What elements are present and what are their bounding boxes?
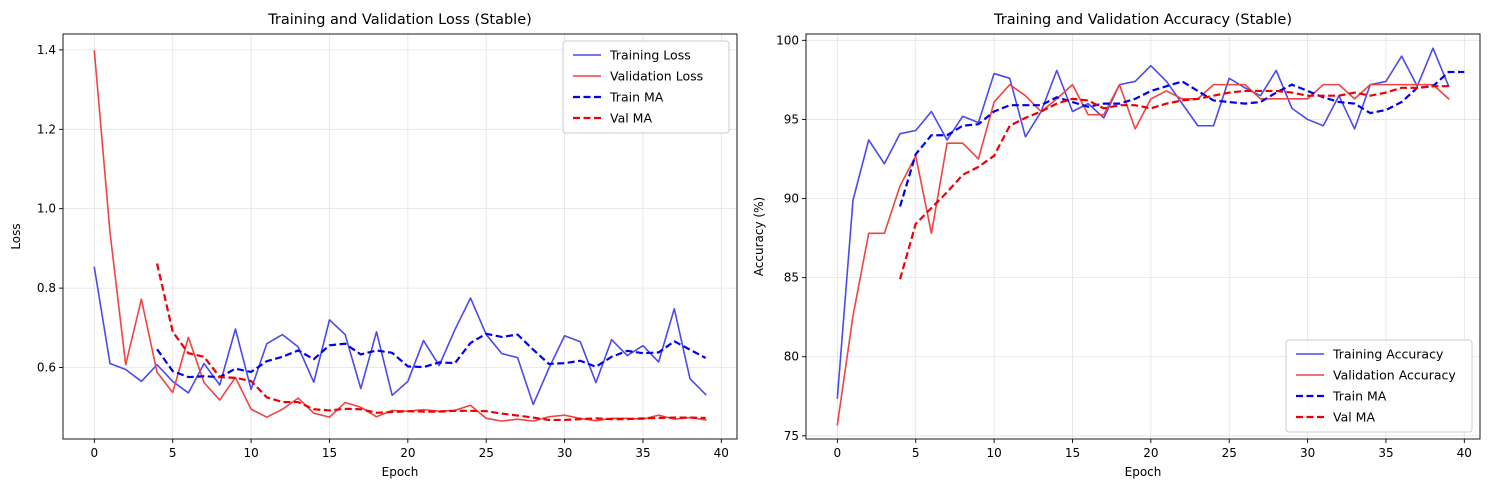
- accuracy-chart: 0 5 10 15 20 25 30 35 40 75 80 85 90 95 100 Training an…: [752, 12, 1481, 479]
- x-axis-label: Epoch: [1125, 465, 1162, 479]
- series-line-validation-accuracy: [836, 83, 1450, 426]
- legend-entry: Validation Loss: [610, 69, 703, 84]
- x-tick-label: 10: [243, 446, 258, 460]
- y-axis-label: Accuracy (%): [752, 197, 766, 276]
- x-tick-label: 20: [1143, 446, 1158, 460]
- y-tick-label: 95: [784, 112, 799, 126]
- y-tick-label: 75: [784, 429, 799, 443]
- x-tick-label: 40: [714, 446, 729, 460]
- legend-box: [562, 40, 730, 134]
- legend: Training Loss Validation Loss Train MA Val …: [562, 40, 730, 134]
- series-line-val-ma: [898, 85, 1449, 280]
- x-tick-label: 0: [834, 446, 842, 460]
- x-tick-label: 5: [912, 446, 920, 460]
- x-tick-label: 30: [557, 446, 572, 460]
- y-tick-label: 90: [784, 192, 799, 206]
- x-tick-label: 35: [1378, 446, 1393, 460]
- y-tick-label: 1.2: [37, 122, 56, 136]
- series-line-train-ma: [898, 70, 1465, 207]
- x-tick-label: 30: [1300, 446, 1315, 460]
- x-tick-label: 25: [479, 446, 494, 460]
- plot-frame: [62, 33, 738, 440]
- legend-box: [1285, 339, 1473, 433]
- series-line-train-ma: [156, 332, 707, 379]
- legend-entry: Training Loss: [609, 48, 691, 63]
- y-tick-label: 1.4: [37, 43, 56, 57]
- y-tick-label: 1.0: [37, 202, 56, 216]
- legend-entry: Validation Accuracy: [1333, 368, 1456, 383]
- loss-chart: 0 5 10 15 20 25 30 35 40 0.6 0.8 1.0 1.2 1.4 Training …: [9, 12, 738, 479]
- x-tick-label: 10: [986, 446, 1001, 460]
- chart-title: Training and Validation Accuracy (Stable…: [993, 12, 1292, 28]
- legend-entry: Train MA: [609, 90, 664, 105]
- y-tick-label: 85: [784, 271, 799, 285]
- series-line-training-accuracy: [836, 47, 1450, 399]
- plot-frame: [805, 33, 1481, 440]
- series-line-training-loss: [93, 266, 707, 406]
- y-tick-label: 100: [776, 33, 799, 47]
- y-tick-label: 80: [784, 350, 799, 364]
- x-tick-label: 35: [635, 446, 650, 460]
- chart-title: Training and Validation Loss (Stable): [267, 12, 532, 28]
- x-axis-label: Epoch: [382, 465, 419, 479]
- x-tick-label: 40: [1457, 446, 1472, 460]
- x-tick-label: 25: [1222, 446, 1237, 460]
- x-tick-label: 5: [169, 446, 177, 460]
- series-line-val-ma: [155, 263, 706, 422]
- legend-entry: Train MA: [1332, 389, 1387, 404]
- legend-entry: Training Accuracy: [1332, 347, 1444, 362]
- y-tick-label: 0.8: [37, 281, 56, 295]
- y-axis-label: Loss: [9, 223, 23, 249]
- x-tick-label: 20: [400, 446, 415, 460]
- x-tick-label: 0: [91, 446, 99, 460]
- legend: Training Accuracy Validation Accuracy Trai…: [1285, 339, 1473, 433]
- legend-entry: Val MA: [610, 111, 652, 126]
- x-tick-label: 15: [1065, 446, 1080, 460]
- legend-entry: Val MA: [1333, 410, 1375, 425]
- x-tick-label: 15: [322, 446, 337, 460]
- y-tick-label: 0.6: [37, 361, 56, 375]
